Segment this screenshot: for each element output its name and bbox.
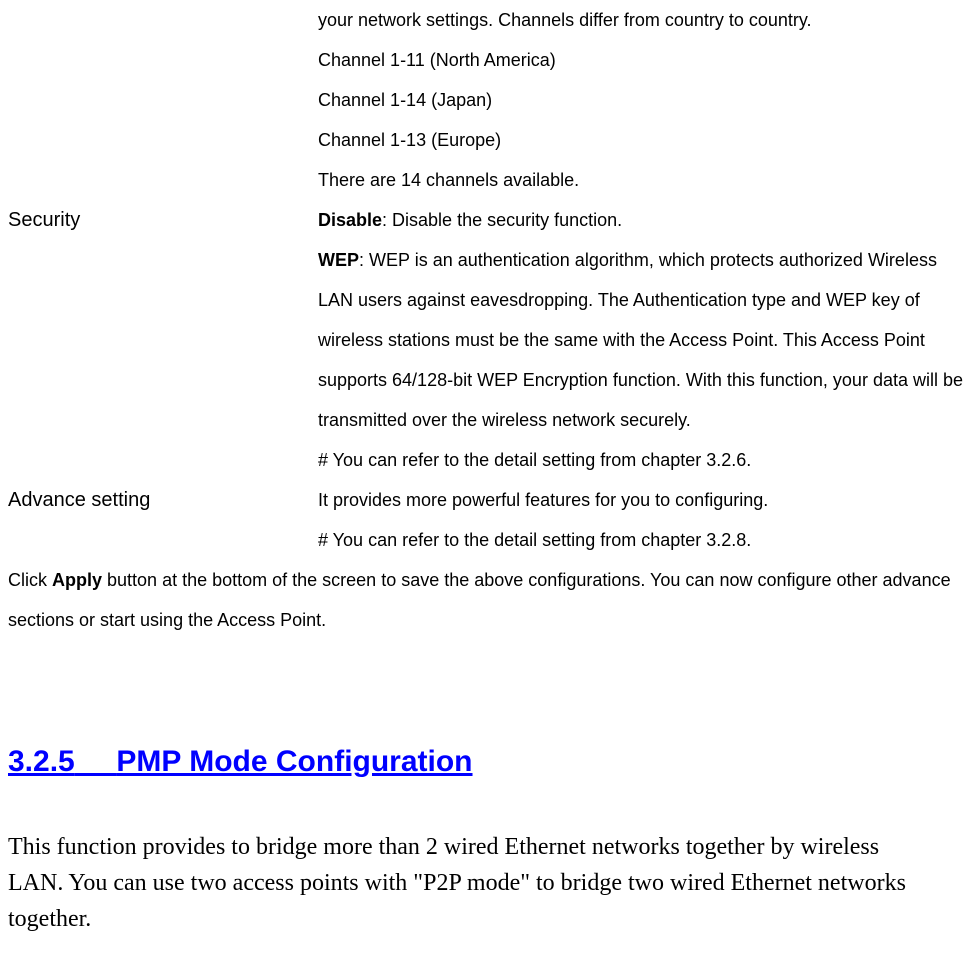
advance-label: Advance setting — [8, 480, 318, 520]
advance-row: Advance setting It provides more powerfu… — [8, 480, 969, 560]
security-wep-bold: WEP — [318, 250, 359, 270]
security-wep-text: : WEP is an authentication algorithm, wh… — [318, 250, 963, 430]
section-number: 3.2.5 — [8, 745, 75, 778]
channel-line-4: There are 14 channels available. — [318, 160, 969, 200]
security-disable-bold: Disable — [318, 210, 382, 230]
apply-post: button at the bottom of the screen to sa… — [8, 570, 951, 630]
apply-pre: Click — [8, 570, 52, 590]
section-heading: 3.2.5 PMP Mode Configuration — [8, 745, 969, 779]
security-disable-text: : Disable the security function. — [382, 210, 622, 230]
section-intro: This function provides to bridge more th… — [8, 829, 908, 937]
advance-ref: # You can refer to the detail setting fr… — [318, 520, 969, 560]
channel-line-2: Channel 1-14 (Japan) — [318, 80, 969, 120]
security-description: Disable: Disable the security function. … — [318, 200, 969, 480]
security-ref: # You can refer to the detail setting fr… — [318, 440, 969, 480]
security-row: Security Disable: Disable the security f… — [8, 200, 969, 480]
channel-description: your network settings. Channels differ f… — [318, 0, 969, 200]
section-title: PMP Mode Configuration — [116, 745, 472, 778]
section-heading-link[interactable]: 3.2.5 PMP Mode Configuration — [8, 745, 473, 778]
channel-line-3: Channel 1-13 (Europe) — [318, 120, 969, 160]
apply-instruction: Click Apply button at the bottom of the … — [8, 560, 969, 640]
channel-line-1: Channel 1-11 (North America) — [318, 40, 969, 80]
security-label: Security — [8, 200, 318, 240]
advance-desc-text: It provides more powerful features for y… — [318, 480, 969, 520]
parameter-table: your network settings. Channels differ f… — [8, 0, 969, 560]
apply-bold: Apply — [52, 570, 102, 590]
advance-description: It provides more powerful features for y… — [318, 480, 969, 560]
channel-line-0: your network settings. Channels differ f… — [318, 0, 969, 40]
channel-row: your network settings. Channels differ f… — [8, 0, 969, 200]
